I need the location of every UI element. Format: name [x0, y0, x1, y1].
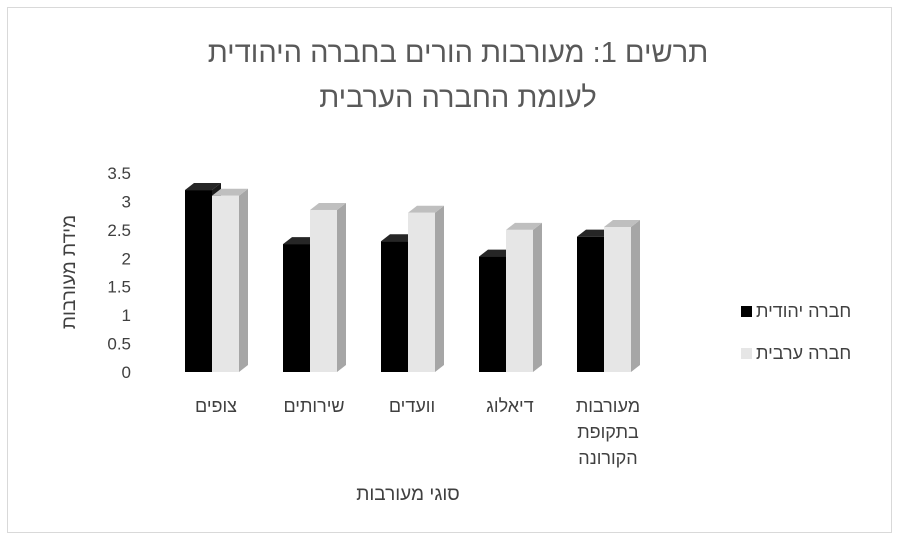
category-label: מעורבות: [576, 396, 640, 416]
bar-front: [310, 209, 337, 372]
bar: [408, 205, 444, 372]
bar-front: [604, 227, 631, 372]
bars: [185, 183, 640, 372]
y-tick-label: 2.5: [107, 221, 131, 240]
bar-front: [479, 256, 506, 372]
bar: [506, 222, 542, 372]
bar-top: [212, 188, 248, 196]
legend-swatch: [741, 348, 752, 359]
bar-side: [533, 222, 542, 372]
legend-swatch: [741, 306, 752, 317]
legend-label: חברה ערבית: [756, 343, 851, 363]
y-tick-label: 1.5: [107, 278, 131, 297]
bar-top: [604, 220, 640, 228]
bar-side: [337, 202, 346, 372]
category-label: דיאלוג: [486, 396, 533, 416]
y-axis-ticks: 3.5 3 2.5 2 1.5 1 0.5 0: [107, 164, 131, 382]
y-tick-label: 3: [122, 192, 131, 211]
bar-front: [577, 236, 604, 372]
bar-front: [408, 212, 435, 372]
bar-top: [310, 202, 346, 210]
bar: [212, 188, 248, 372]
y-tick-label: 1: [122, 306, 131, 325]
bar: [310, 202, 346, 372]
bar-front: [506, 229, 533, 372]
bar-front: [381, 241, 408, 372]
legend: חברה יהודית חברה ערבית: [741, 301, 851, 363]
bar-front: [283, 244, 310, 372]
y-tick-label: 0: [122, 363, 131, 382]
category-label: שירותים: [283, 396, 344, 416]
bar: [604, 220, 640, 372]
bar-side: [239, 188, 248, 372]
bar-front: [212, 195, 239, 372]
chart-title-line-2: לעומת החברה הערבית: [319, 82, 597, 114]
bar-front: [185, 190, 212, 372]
y-tick-label: 0.5: [107, 335, 131, 354]
category-label: בתקופת: [577, 422, 639, 442]
category-label: וועדים: [389, 396, 435, 416]
bar-top: [408, 205, 444, 213]
bar-top: [185, 183, 221, 191]
y-tick-label: 2: [122, 249, 131, 268]
bar-top: [506, 222, 542, 230]
category-label: צופים: [195, 396, 237, 416]
y-axis-title: מידת מעורבות: [59, 215, 80, 329]
x-axis-categories: צופים שירותים וועדים דיאלוג מעורבות בתקופת הקו…: [195, 396, 640, 468]
legend-label: חברה יהודית: [756, 301, 851, 321]
x-axis-title: סוגי מעורבות: [356, 484, 460, 505]
chart-area: [7, 7, 892, 533]
bar-side: [435, 205, 444, 372]
y-tick-label: 3.5: [107, 164, 131, 183]
category-label: הקורונה: [578, 448, 637, 468]
bar-side: [631, 220, 640, 372]
chart-title-line-1: תרשים 1: מעורבות הורים בחברה היהודית: [208, 37, 709, 69]
